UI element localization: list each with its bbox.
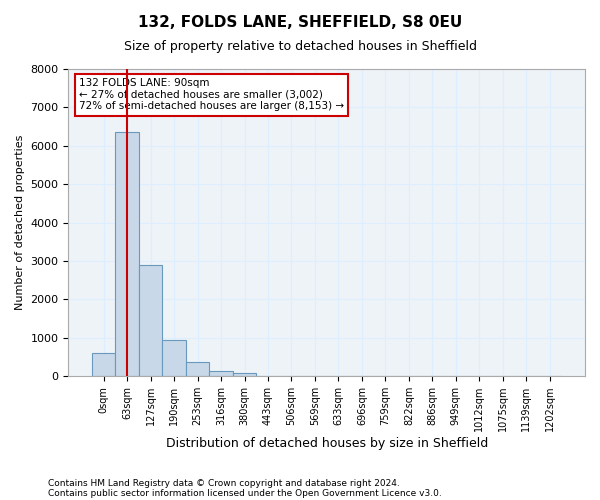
Bar <box>163 340 186 376</box>
Bar <box>186 362 209 376</box>
Bar <box>233 373 256 376</box>
Text: Contains HM Land Registry data © Crown copyright and database right 2024.: Contains HM Land Registry data © Crown c… <box>48 478 400 488</box>
Text: 132 FOLDS LANE: 90sqm
← 27% of detached houses are smaller (3,002)
72% of semi-d: 132 FOLDS LANE: 90sqm ← 27% of detached … <box>79 78 344 112</box>
Text: 132, FOLDS LANE, SHEFFIELD, S8 0EU: 132, FOLDS LANE, SHEFFIELD, S8 0EU <box>138 15 462 30</box>
Bar <box>115 132 139 376</box>
Bar <box>139 265 163 376</box>
Bar <box>92 353 115 376</box>
Bar <box>209 371 233 376</box>
X-axis label: Distribution of detached houses by size in Sheffield: Distribution of detached houses by size … <box>166 437 488 450</box>
Text: Contains public sector information licensed under the Open Government Licence v3: Contains public sector information licen… <box>48 488 442 498</box>
Y-axis label: Number of detached properties: Number of detached properties <box>15 135 25 310</box>
Text: Size of property relative to detached houses in Sheffield: Size of property relative to detached ho… <box>124 40 476 53</box>
